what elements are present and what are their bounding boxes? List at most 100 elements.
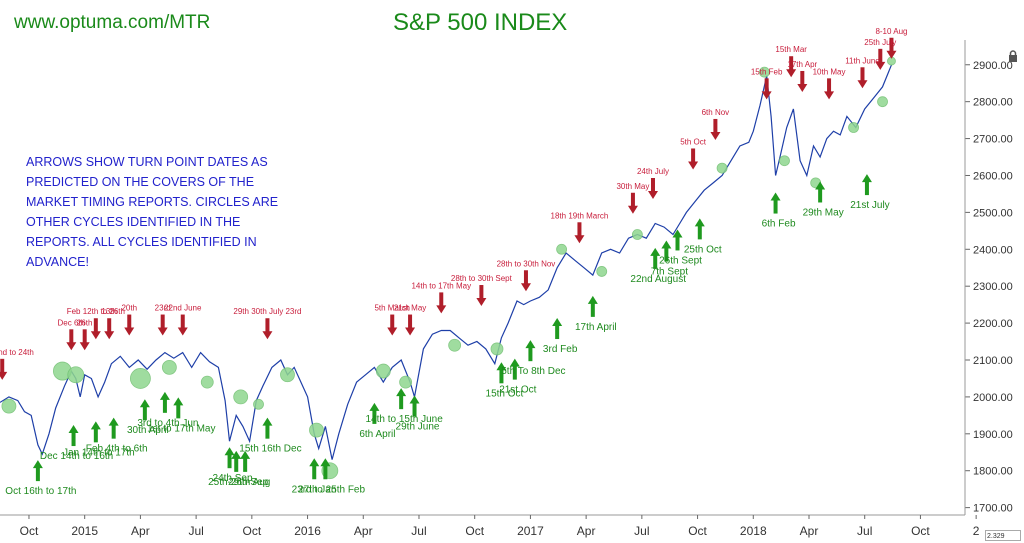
- up-arrow: [861, 174, 872, 196]
- down-arrow-shaft: [390, 314, 395, 329]
- up-arrow-shaft: [697, 225, 702, 240]
- cycle-circle: [161, 359, 177, 375]
- y-tick-label: 2100.00: [973, 355, 1013, 367]
- down-arrow-shaft: [650, 178, 655, 192]
- down-arrow: [157, 314, 168, 336]
- down-arrow-shaft: [577, 222, 582, 237]
- x-tick-label: 2016: [294, 524, 321, 538]
- up-arrow-label: 27th Jan: [298, 484, 336, 495]
- up-arrow-shaft: [176, 404, 181, 419]
- down-arrow: [797, 70, 808, 92]
- x-tick-label: Apr: [577, 524, 596, 538]
- down-arrow-head: [436, 305, 447, 314]
- up-arrow: [139, 399, 150, 421]
- x-tick-label: Oct: [911, 524, 930, 538]
- y-tick-label: 2900.00: [973, 60, 1013, 72]
- down-arrow-shaft: [630, 192, 635, 207]
- down-arrow-head: [520, 283, 531, 292]
- lock-icon[interactable]: [1007, 50, 1019, 62]
- down-arrow-label: 14th to 17th May: [411, 281, 471, 290]
- down-arrow-head: [262, 331, 273, 340]
- up-arrow-label: 29th Sep: [228, 477, 268, 488]
- down-arrow-head: [875, 61, 886, 70]
- up-arrow-shaft: [653, 254, 658, 269]
- annotation-note: ARROWS SHOW TURN POINT DATES AS PREDICTE…: [26, 155, 279, 269]
- x-tick-label: Oct: [688, 524, 707, 538]
- down-arrow-head: [574, 235, 585, 244]
- up-arrow-shaft: [512, 365, 517, 380]
- down-arrow-label: 15th Feb: [751, 67, 783, 76]
- y-tick-label: 2300.00: [973, 281, 1013, 293]
- down-arrow-label: 30th May: [616, 182, 649, 191]
- up-arrow-head: [309, 458, 320, 467]
- site-url[interactable]: www.optuma.com/MTR: [14, 12, 211, 33]
- up-arrow-head: [525, 340, 536, 349]
- chart-title: S&P 500 INDEX: [393, 9, 568, 36]
- up-arrow: [672, 229, 683, 251]
- cycle-circle: [490, 342, 504, 356]
- down-arrow-label: 26th: [77, 318, 93, 327]
- up-arrow-head: [409, 395, 420, 404]
- up-arrow-label: Jan 14th to 17th: [63, 447, 135, 458]
- up-arrow-head: [108, 417, 119, 426]
- x-tick-label: Apr: [354, 524, 373, 538]
- up-arrow-shaft: [412, 402, 417, 417]
- up-arrow-shaft: [555, 325, 560, 340]
- up-arrow-label: 29th May: [803, 207, 844, 218]
- down-arrow: [90, 318, 101, 340]
- up-arrow-head: [815, 181, 826, 190]
- down-arrow: [886, 37, 897, 59]
- cycle-circle: [556, 243, 568, 255]
- up-arrow: [496, 362, 507, 384]
- down-arrow-head: [104, 331, 115, 340]
- up-arrow: [409, 395, 420, 417]
- down-arrow-shaft: [265, 318, 270, 333]
- down-arrow-label: 21st May: [394, 304, 426, 313]
- down-arrow-shaft: [180, 314, 185, 329]
- up-arrow-label: 30th April: [127, 425, 169, 436]
- up-arrow-head: [496, 362, 507, 371]
- up-arrow-shaft: [227, 454, 232, 469]
- down-arrow-shaft: [127, 314, 132, 329]
- up-arrow-shaft: [528, 347, 533, 362]
- down-arrow-head: [786, 69, 797, 78]
- down-arrow: [177, 314, 188, 336]
- up-arrow-label: Oct 16th to 17th: [5, 486, 76, 497]
- up-arrow-head: [139, 399, 150, 408]
- up-arrow-label: 25th Oct: [684, 244, 722, 255]
- up-arrow: [240, 450, 251, 472]
- up-arrow: [694, 218, 705, 240]
- up-arrow: [159, 391, 170, 413]
- y-tick-label: 2700.00: [973, 134, 1013, 146]
- up-arrow-label: Dec 14th to 16th: [40, 451, 113, 462]
- down-arrow-label: 13th: [101, 307, 117, 316]
- x-tick-label: Jul: [857, 524, 872, 538]
- down-arrow: [710, 118, 721, 140]
- up-arrow-shaft: [162, 398, 167, 413]
- down-arrow-head: [387, 327, 398, 336]
- up-arrow-head: [587, 295, 598, 304]
- x-tick-label: 2018: [740, 524, 767, 538]
- down-arrow-shaft: [764, 78, 769, 93]
- down-arrow-shaft: [523, 270, 528, 285]
- up-arrow: [262, 417, 273, 439]
- down-arrow-label: 15th Mar: [775, 45, 807, 54]
- up-arrow-label: 6th April: [359, 429, 395, 440]
- down-arrow-head: [688, 161, 699, 170]
- up-arrow-label: 15th Oct: [486, 388, 524, 399]
- down-arrow-head: [886, 50, 897, 59]
- down-arrow-head: [66, 342, 77, 351]
- up-arrow: [552, 318, 563, 340]
- up-arrow: [525, 340, 536, 362]
- up-arrow: [108, 417, 119, 439]
- up-arrow: [650, 247, 661, 269]
- up-arrow-head: [694, 218, 705, 227]
- down-arrow-head: [405, 327, 416, 336]
- scale-box[interactable]: 2.329: [985, 530, 1021, 541]
- up-arrow: [320, 458, 331, 480]
- down-arrow-label: Sept 22nd to 24th: [0, 348, 34, 357]
- up-arrow-shaft: [590, 302, 595, 317]
- up-arrow-label: 1st to 17th May: [147, 423, 215, 434]
- y-tick-label: 1800.00: [973, 466, 1013, 478]
